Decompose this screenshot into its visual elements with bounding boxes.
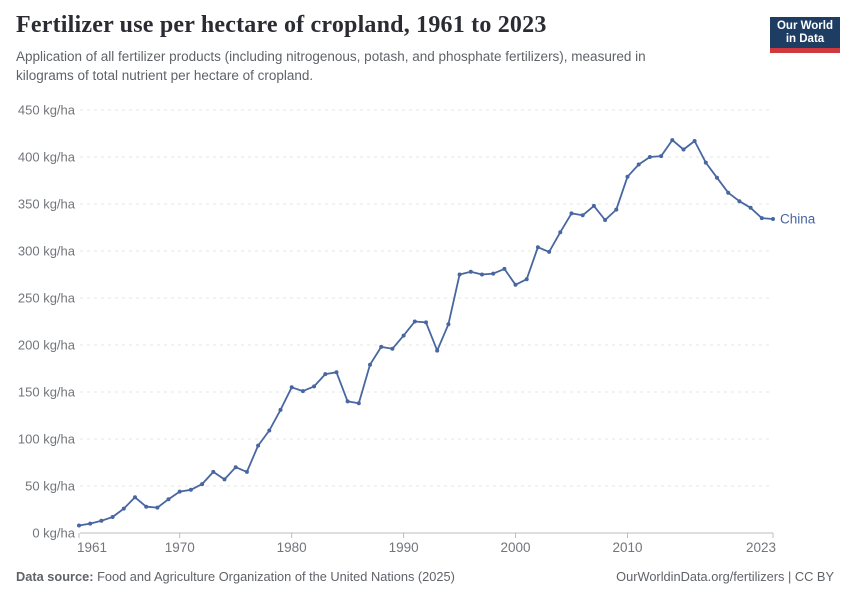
data-point xyxy=(133,495,137,500)
data-point xyxy=(300,389,305,394)
data-point xyxy=(457,272,462,277)
data-point xyxy=(535,245,540,250)
data-point xyxy=(200,482,205,487)
line-chart-canvas: 0 kg/ha 50 kg/ha 100 kg/ha 150 kg/ha 200 kg/… xyxy=(18,103,816,556)
chart-subtitle-line1: Application of all fertilizer products (… xyxy=(16,49,646,64)
data-point xyxy=(480,272,484,277)
data-point xyxy=(211,469,216,474)
data-point xyxy=(491,271,496,276)
data-point xyxy=(121,506,126,511)
x-axis-label: 2023 xyxy=(746,540,776,555)
series-end-label: China xyxy=(780,212,816,227)
x-axis-label: 1961 xyxy=(77,540,107,555)
y-axis-label: 400 kg/ha xyxy=(18,150,76,165)
data-point xyxy=(715,175,719,180)
data-point xyxy=(547,249,552,254)
owid-logo[interactable]: Our World in Data xyxy=(770,17,840,53)
owid-logo-line1: Our World xyxy=(776,19,833,32)
data-point xyxy=(524,277,529,282)
data-point xyxy=(446,322,451,327)
data-point xyxy=(569,211,574,216)
data-source-text: Food and Agriculture Organization of the… xyxy=(93,569,455,584)
data-point xyxy=(558,230,563,235)
data-point xyxy=(614,207,619,212)
data-point xyxy=(99,518,104,523)
y-axis-label: 0 kg/ha xyxy=(32,526,75,541)
data-point xyxy=(670,138,675,143)
y-axis-label: 150 kg/ha xyxy=(18,385,76,400)
data-point xyxy=(603,218,608,222)
data-point xyxy=(312,384,317,389)
x-axis-label: 2010 xyxy=(612,540,642,555)
data-point xyxy=(435,348,440,353)
y-axis-label: 350 kg/ha xyxy=(18,197,76,212)
y-axis-label: 450 kg/ha xyxy=(18,103,76,118)
data-point xyxy=(244,469,249,474)
data-point xyxy=(647,155,652,159)
x-axis-label: 1990 xyxy=(389,540,419,555)
data-point xyxy=(412,319,417,324)
chart-subtitle-line2: kilograms of total nutrient per hectare … xyxy=(16,68,314,83)
data-point xyxy=(289,385,294,390)
data-point xyxy=(591,203,596,208)
data-point xyxy=(144,504,149,509)
data-point xyxy=(625,174,630,179)
page-title: Fertilizer use per hectare of cropland, … xyxy=(16,12,547,38)
data-point xyxy=(368,362,372,367)
data-point xyxy=(110,515,115,519)
y-axis-label: 200 kg/ha xyxy=(18,338,76,353)
data-point xyxy=(166,497,171,502)
owid-logo-line2: in Data xyxy=(785,32,825,45)
data-point xyxy=(580,213,585,218)
y-axis-label: 250 kg/ha xyxy=(18,291,76,306)
data-point xyxy=(424,320,428,325)
data-point xyxy=(267,428,272,433)
data-source-label: Data source: xyxy=(16,569,94,584)
data-point xyxy=(323,372,328,377)
data-point xyxy=(356,401,361,406)
data-point xyxy=(177,489,182,494)
data-point xyxy=(256,443,261,448)
data-point xyxy=(636,162,641,167)
chart-subtitle: Application of all fertilizer products (… xyxy=(16,47,746,85)
data-point xyxy=(77,523,81,528)
data-point xyxy=(502,266,507,271)
x-axis-label: 1970 xyxy=(165,540,195,555)
data-point xyxy=(88,521,93,526)
data-point xyxy=(513,282,518,287)
data-point xyxy=(703,160,708,165)
data-point xyxy=(379,344,384,349)
y-axis-label: 100 kg/ha xyxy=(18,432,76,447)
data-point xyxy=(681,147,686,152)
data-point xyxy=(278,407,283,412)
data-point xyxy=(759,216,764,221)
chart-footer: Data source: Food and Agriculture Organi… xyxy=(16,568,834,585)
data-point xyxy=(771,217,775,221)
data-point xyxy=(726,190,731,195)
data-point xyxy=(659,154,664,159)
data-point xyxy=(390,346,395,351)
data-point xyxy=(188,487,193,492)
data-point xyxy=(222,477,227,482)
data-point xyxy=(155,505,160,510)
x-axis-label: 1980 xyxy=(277,540,307,555)
data-point xyxy=(345,399,350,404)
y-axis-label: 300 kg/ha xyxy=(18,244,76,259)
data-point xyxy=(468,269,473,274)
china-line xyxy=(78,139,774,527)
data-point xyxy=(748,205,753,210)
y-axis-label: 50 kg/ha xyxy=(25,479,76,494)
x-axis-label: 2000 xyxy=(501,540,531,555)
data-point xyxy=(692,139,697,143)
data-point xyxy=(737,199,742,204)
data-point xyxy=(334,370,339,375)
data-point xyxy=(233,465,238,470)
data-point xyxy=(401,333,406,338)
license-link[interactable]: OurWorldinData.org/fertilizers | CC BY xyxy=(616,569,834,584)
data-source: Data source: Food and Agriculture Organi… xyxy=(16,568,455,585)
